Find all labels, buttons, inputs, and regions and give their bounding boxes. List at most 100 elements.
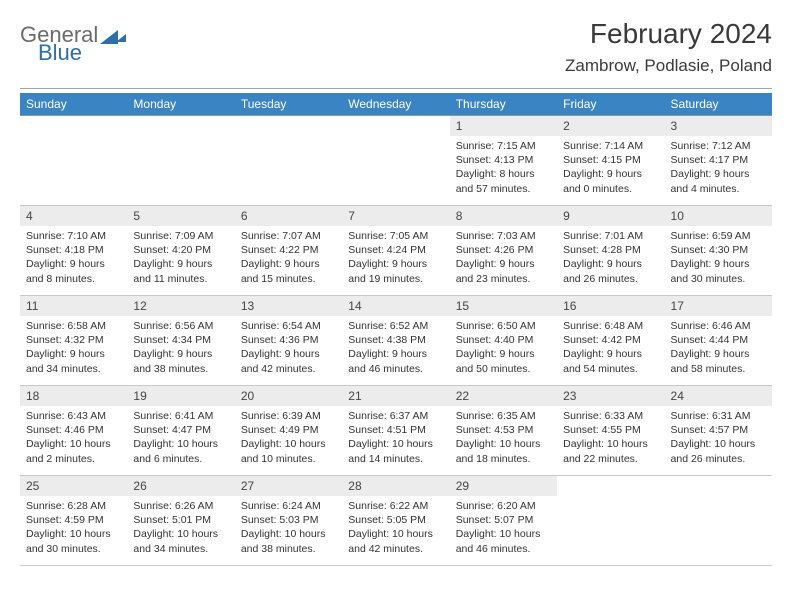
daylight-text: Daylight: 10 hours and 2 minutes. <box>26 437 121 465</box>
day-cell: 19Sunrise: 6:41 AMSunset: 4:47 PMDayligh… <box>127 386 234 476</box>
day-cell: 21Sunrise: 6:37 AMSunset: 4:51 PMDayligh… <box>342 386 449 476</box>
sunset-text: Sunset: 4:17 PM <box>671 153 766 167</box>
day-cell: 23Sunrise: 6:33 AMSunset: 4:55 PMDayligh… <box>557 386 664 476</box>
day-details: Sunrise: 6:56 AMSunset: 4:34 PMDaylight:… <box>127 316 234 382</box>
sunset-text: Sunset: 4:28 PM <box>563 243 658 257</box>
sunset-text: Sunset: 4:53 PM <box>456 423 551 437</box>
sunset-text: Sunset: 5:03 PM <box>241 513 336 527</box>
daylight-text: Daylight: 9 hours and 4 minutes. <box>671 167 766 195</box>
day-cell: 18Sunrise: 6:43 AMSunset: 4:46 PMDayligh… <box>20 386 127 476</box>
week-row: 1Sunrise: 7:15 AMSunset: 4:13 PMDaylight… <box>20 116 772 206</box>
day-cell: 10Sunrise: 6:59 AMSunset: 4:30 PMDayligh… <box>665 206 772 296</box>
day-number: 19 <box>127 386 234 406</box>
daylight-text: Daylight: 10 hours and 46 minutes. <box>456 527 551 555</box>
sunrise-text: Sunrise: 6:48 AM <box>563 319 658 333</box>
day-number: 9 <box>557 206 664 226</box>
day-number <box>665 476 772 482</box>
calendar-page: General Blue February 2024 Zambrow, Podl… <box>0 0 792 566</box>
sunrise-text: Sunrise: 7:15 AM <box>456 139 551 153</box>
sunrise-text: Sunrise: 6:46 AM <box>671 319 766 333</box>
day-number <box>342 116 449 122</box>
sunrise-text: Sunrise: 6:35 AM <box>456 409 551 423</box>
daylight-text: Daylight: 9 hours and 23 minutes. <box>456 257 551 285</box>
day-number: 24 <box>665 386 772 406</box>
daylight-text: Daylight: 10 hours and 6 minutes. <box>133 437 228 465</box>
day-cell: 5Sunrise: 7:09 AMSunset: 4:20 PMDaylight… <box>127 206 234 296</box>
day-number: 15 <box>450 296 557 316</box>
day-cell: 25Sunrise: 6:28 AMSunset: 4:59 PMDayligh… <box>20 476 127 566</box>
daylight-text: Daylight: 9 hours and 8 minutes. <box>26 257 121 285</box>
day-details: Sunrise: 7:05 AMSunset: 4:24 PMDaylight:… <box>342 226 449 292</box>
sunset-text: Sunset: 4:32 PM <box>26 333 121 347</box>
sunrise-text: Sunrise: 6:41 AM <box>133 409 228 423</box>
sunrise-text: Sunrise: 7:01 AM <box>563 229 658 243</box>
day-header: Friday <box>557 93 664 116</box>
calendar-table: Sunday Monday Tuesday Wednesday Thursday… <box>20 93 772 566</box>
logo: General Blue <box>20 18 126 64</box>
daylight-text: Daylight: 10 hours and 30 minutes. <box>26 527 121 555</box>
daylight-text: Daylight: 10 hours and 42 minutes. <box>348 527 443 555</box>
day-number: 17 <box>665 296 772 316</box>
day-cell: 4Sunrise: 7:10 AMSunset: 4:18 PMDaylight… <box>20 206 127 296</box>
day-number: 2 <box>557 116 664 136</box>
day-cell: 9Sunrise: 7:01 AMSunset: 4:28 PMDaylight… <box>557 206 664 296</box>
day-number: 21 <box>342 386 449 406</box>
sunset-text: Sunset: 4:30 PM <box>671 243 766 257</box>
day-number <box>20 116 127 122</box>
sunset-text: Sunset: 4:46 PM <box>26 423 121 437</box>
daylight-text: Daylight: 10 hours and 14 minutes. <box>348 437 443 465</box>
day-number: 10 <box>665 206 772 226</box>
day-cell: 3Sunrise: 7:12 AMSunset: 4:17 PMDaylight… <box>665 116 772 206</box>
day-cell: 7Sunrise: 7:05 AMSunset: 4:24 PMDaylight… <box>342 206 449 296</box>
day-number: 12 <box>127 296 234 316</box>
day-cell: 11Sunrise: 6:58 AMSunset: 4:32 PMDayligh… <box>20 296 127 386</box>
day-header: Saturday <box>665 93 772 116</box>
day-header: Monday <box>127 93 234 116</box>
sunset-text: Sunset: 4:15 PM <box>563 153 658 167</box>
day-cell <box>20 116 127 206</box>
sunrise-text: Sunrise: 6:59 AM <box>671 229 766 243</box>
sunrise-text: Sunrise: 6:20 AM <box>456 499 551 513</box>
title-location: Zambrow, Podlasie, Poland <box>565 56 772 76</box>
day-number: 27 <box>235 476 342 496</box>
day-details: Sunrise: 6:41 AMSunset: 4:47 PMDaylight:… <box>127 406 234 472</box>
title-block: February 2024 Zambrow, Podlasie, Poland <box>565 18 772 76</box>
sunrise-text: Sunrise: 6:33 AM <box>563 409 658 423</box>
sunset-text: Sunset: 5:05 PM <box>348 513 443 527</box>
day-details: Sunrise: 6:59 AMSunset: 4:30 PMDaylight:… <box>665 226 772 292</box>
daylight-text: Daylight: 9 hours and 42 minutes. <box>241 347 336 375</box>
sunrise-text: Sunrise: 6:24 AM <box>241 499 336 513</box>
logo-sail-small-icon <box>116 34 126 42</box>
sunset-text: Sunset: 4:49 PM <box>241 423 336 437</box>
day-number: 6 <box>235 206 342 226</box>
page-header: General Blue February 2024 Zambrow, Podl… <box>20 18 772 76</box>
sunrise-text: Sunrise: 6:52 AM <box>348 319 443 333</box>
daylight-text: Daylight: 9 hours and 0 minutes. <box>563 167 658 195</box>
day-details: Sunrise: 7:09 AMSunset: 4:20 PMDaylight:… <box>127 226 234 292</box>
day-number: 16 <box>557 296 664 316</box>
sunset-text: Sunset: 4:42 PM <box>563 333 658 347</box>
daylight-text: Daylight: 9 hours and 11 minutes. <box>133 257 228 285</box>
day-details: Sunrise: 7:14 AMSunset: 4:15 PMDaylight:… <box>557 136 664 202</box>
sunrise-text: Sunrise: 6:22 AM <box>348 499 443 513</box>
week-row: 25Sunrise: 6:28 AMSunset: 4:59 PMDayligh… <box>20 476 772 566</box>
day-details: Sunrise: 6:26 AMSunset: 5:01 PMDaylight:… <box>127 496 234 562</box>
day-details: Sunrise: 6:33 AMSunset: 4:55 PMDaylight:… <box>557 406 664 472</box>
day-cell: 29Sunrise: 6:20 AMSunset: 5:07 PMDayligh… <box>450 476 557 566</box>
daylight-text: Daylight: 9 hours and 38 minutes. <box>133 347 228 375</box>
day-details: Sunrise: 6:58 AMSunset: 4:32 PMDaylight:… <box>20 316 127 382</box>
day-cell <box>557 476 664 566</box>
daylight-text: Daylight: 10 hours and 10 minutes. <box>241 437 336 465</box>
daylight-text: Daylight: 10 hours and 34 minutes. <box>133 527 228 555</box>
day-cell <box>235 116 342 206</box>
day-header: Thursday <box>450 93 557 116</box>
day-number: 29 <box>450 476 557 496</box>
sunset-text: Sunset: 4:22 PM <box>241 243 336 257</box>
day-header: Wednesday <box>342 93 449 116</box>
sunrise-text: Sunrise: 6:54 AM <box>241 319 336 333</box>
day-header: Tuesday <box>235 93 342 116</box>
day-details: Sunrise: 6:37 AMSunset: 4:51 PMDaylight:… <box>342 406 449 472</box>
daylight-text: Daylight: 10 hours and 22 minutes. <box>563 437 658 465</box>
day-number: 22 <box>450 386 557 406</box>
week-row: 18Sunrise: 6:43 AMSunset: 4:46 PMDayligh… <box>20 386 772 476</box>
